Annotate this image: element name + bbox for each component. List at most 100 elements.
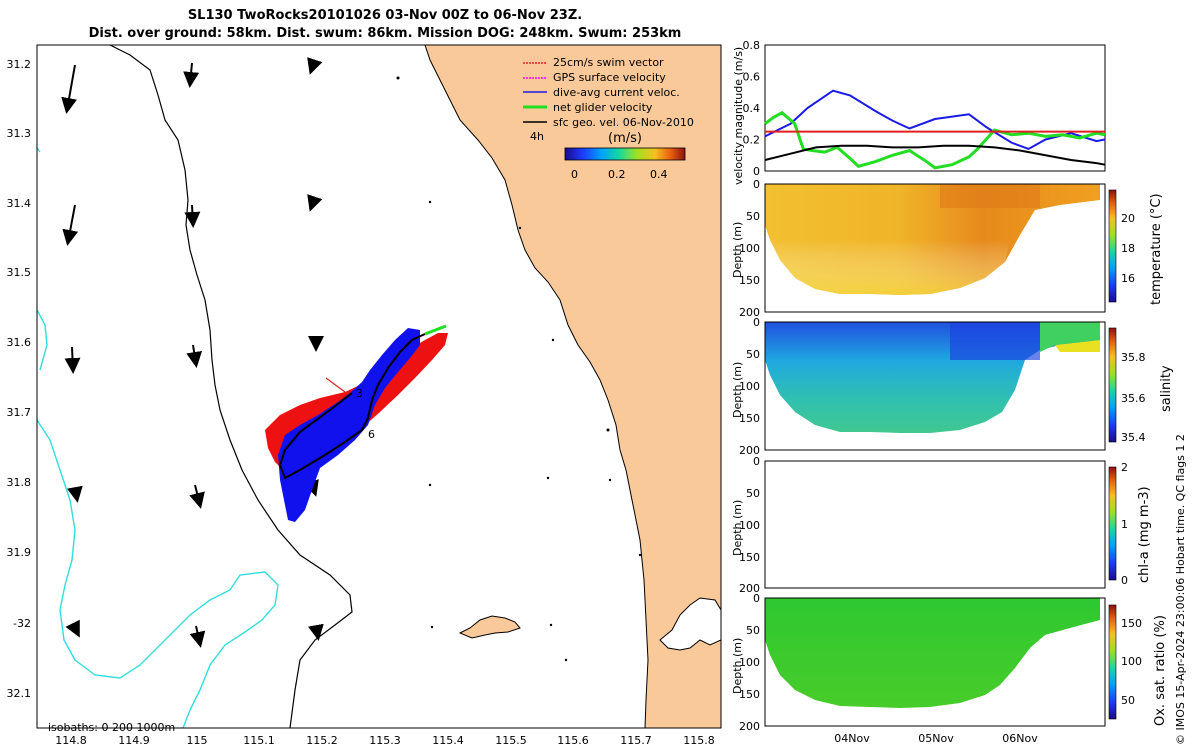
legend-time-label: 4h (530, 130, 544, 143)
temp-depth-tick: 150 (739, 274, 760, 287)
lon-tick: 115.2 (306, 734, 338, 747)
dive-avg-current-band (278, 328, 420, 522)
speed-colorbar (564, 147, 686, 161)
map-legend: 25cm/s swim vector GPS surface velocity … (523, 56, 694, 181)
temperature-panel: Depth (m) 0 50 100 150 200 16 18 20 temp… (731, 178, 1164, 319)
isobath-200m (109, 45, 353, 728)
temperature-cb-tick: 18 (1121, 242, 1135, 255)
lat-tick: 31.3 (7, 127, 32, 140)
salinity-mid-patch (1040, 322, 1100, 352)
speed-unit: (m/s) (608, 131, 642, 146)
footer-credit: © IMOS 15-Apr-2024 23:00:06 Hobart time.… (1174, 434, 1187, 745)
velocity-panel: 0 0.2 0.4 0.6 0.8 velocity magnitude (m/s) (732, 39, 1106, 185)
oxygen-panel: Depth (m) 0 50 100 150 200 50 100 150 Ox… (731, 592, 1168, 733)
title-line-2: Dist. over ground: 58km. Dist. swum: 86k… (88, 26, 682, 41)
map-panel: 3 6 25cm/s swim vector GPS surface veloc… (7, 44, 722, 747)
salinity-frame (764, 321, 1106, 451)
lat-tick: 32.1 (7, 687, 32, 700)
lat-tick: 31.6 (7, 336, 32, 349)
time-tick: 05Nov (918, 732, 954, 745)
lon-tick: 115.6 (557, 734, 589, 747)
velocity-ytick-4: 0.8 (743, 39, 761, 52)
lon-tick: 115.4 (432, 734, 464, 747)
temperature-colorbar (1108, 189, 1117, 303)
salinity-cb-label: salinity (1159, 365, 1174, 412)
temperature-depth-label: Depth (m) (731, 222, 744, 278)
velocity-frame (764, 44, 1106, 172)
chla-depth-tick: 50 (746, 487, 760, 500)
lon-tick: 115.7 (620, 734, 652, 747)
ox-depth-tick: 200 (739, 720, 760, 733)
dive-avg-current-band-2 (280, 392, 354, 470)
legend-dive: dive-avg current veloc. (553, 86, 680, 99)
lon-tick: 114.9 (118, 734, 150, 747)
oxygen-section (765, 598, 1100, 708)
track-label-3: 3 (356, 387, 363, 400)
salinity-panel: Depth (m) 0 50 100 150 200 35.4 35.6 35.… (731, 316, 1174, 457)
temp-depth-tick: 100 (739, 242, 760, 255)
temperature-section-deep (765, 240, 1010, 295)
sal-depth-tick: 200 (739, 444, 760, 457)
lat-tick: 31.5 (7, 266, 32, 279)
legend-swim: 25cm/s swim vector (553, 56, 664, 69)
lat-axis: 31.2 31.3 31.4 31.5 31.6 31.7 31.8 31.9 … (7, 58, 32, 700)
chla-panel: Depth (m) 0 50 100 150 200 0 1 2 chl-a (… (731, 455, 1152, 595)
lon-tick: 115 (187, 734, 208, 747)
sal-depth-tick: 100 (739, 380, 760, 393)
velocity-series-0 (764, 89, 1106, 151)
isobath-1000m (37, 309, 48, 371)
lat-tick: 31.4 (7, 197, 32, 210)
swim-arrow (325, 377, 346, 393)
oxygen-colorbar (1108, 604, 1117, 720)
salinity-cb-tick: 35.8 (1121, 351, 1146, 364)
ox-depth-tick: 150 (739, 688, 760, 701)
estuary-inlet (659, 597, 721, 651)
chla-frame (764, 460, 1106, 589)
temp-depth-tick: 200 (739, 306, 760, 319)
lon-tick: 115.8 (683, 734, 715, 747)
temperature-frame (764, 183, 1106, 313)
lon-axis: 114.8 114.9 115 115.1 115.2 115.3 115.4 … (55, 734, 715, 747)
velocity-series-group (764, 89, 1106, 170)
lat-tick: 31.9 (7, 546, 32, 559)
lat-tick: 31.7 (7, 406, 32, 419)
velocity-ytick-0: 0 (753, 165, 760, 178)
temperature-warm-patch (940, 184, 1040, 208)
chla-cb-tick: 0 (1121, 574, 1128, 587)
speed-tick-1: 0.2 (608, 168, 626, 181)
velocity-series-2 (764, 144, 1106, 166)
oxygen-depth-label: Depth (m) (731, 638, 744, 694)
oxygen-frame (764, 597, 1106, 727)
oxygen-cb-tick: 50 (1121, 694, 1135, 707)
temp-depth-tick: 0 (753, 178, 760, 191)
legend-sfc: sfc geo. vel. 06-Nov-2010 (553, 116, 694, 129)
salinity-low-patch (950, 322, 1040, 360)
time-axis: 04Nov 05Nov 06Nov (834, 732, 1038, 745)
salinity-high-patch (1055, 340, 1100, 352)
chla-colorbar (1108, 466, 1117, 581)
oxygen-cb-tick: 100 (1121, 655, 1142, 668)
velocity-ytick-2: 0.4 (743, 102, 761, 115)
oxygen-cb-tick: 150 (1121, 617, 1142, 630)
sal-depth-tick: 50 (746, 348, 760, 361)
isobaths-label: isobaths: 0 200 1000m (48, 721, 175, 734)
lon-tick: 115.3 (369, 734, 401, 747)
net-glider-velocity-arrow (424, 324, 447, 336)
ox-depth-tick: 50 (746, 624, 760, 637)
legend-gps: GPS surface velocity (553, 71, 666, 84)
velocity-ylabel: velocity magnitude (m/s) (732, 47, 745, 185)
lon-tick: 115.5 (495, 734, 527, 747)
speed-tick-2: 0.4 (650, 168, 668, 181)
chla-cb-tick: 1 (1121, 518, 1128, 531)
chla-cb-label: chl-a (mg m-3) (1137, 486, 1152, 583)
current-vectors (61, 57, 324, 648)
isobath-1000m-south (37, 419, 279, 728)
salinity-colorbar (1108, 327, 1117, 443)
sal-depth-tick: 0 (753, 316, 760, 329)
lat-tick: 31.8 (7, 476, 32, 489)
chla-cb-tick: 2 (1121, 461, 1128, 474)
coastal-dots (396, 76, 642, 662)
track-label-6: 6 (368, 428, 375, 441)
chla-depth-tick: 150 (739, 551, 760, 564)
salinity-depth-label: Depth (m) (731, 362, 744, 418)
